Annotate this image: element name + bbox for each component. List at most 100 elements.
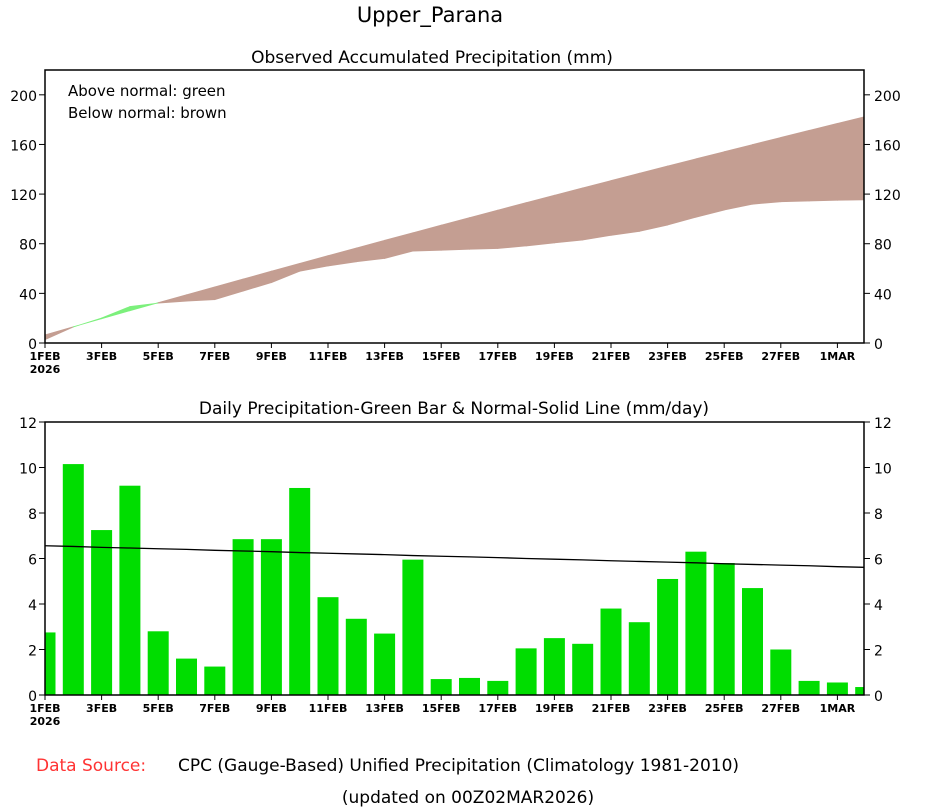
- below-normal-area: [299, 255, 329, 272]
- x-tick-label: 21FEB: [592, 702, 631, 715]
- x-tick-label: 17FEB: [478, 702, 517, 715]
- x-tick-label: 1FEB: [29, 350, 60, 363]
- y-tick-label-right: 200: [874, 89, 901, 105]
- below-normal-area: [638, 165, 668, 232]
- y-tick-label-right: 2: [874, 644, 883, 660]
- normal-line: [45, 545, 864, 568]
- x-tick-label: 21FEB: [592, 350, 631, 363]
- legend-above: Above normal: green: [68, 82, 226, 100]
- x-tick-label: 13FEB: [365, 702, 404, 715]
- above-normal-area: [129, 302, 159, 312]
- y-tick-label-right: 10: [874, 462, 892, 478]
- daily-precip-bar: [345, 618, 367, 695]
- below-normal-area: [186, 286, 216, 302]
- y-tick-label-left: 4: [28, 598, 37, 614]
- x-tick-label: 1MAR: [820, 702, 856, 715]
- x-tick-label: 19FEB: [535, 350, 574, 363]
- y-tick-label-right: 8: [874, 507, 883, 523]
- figure-title: Upper_Parana: [357, 3, 503, 28]
- x-tick-label: 5FEB: [143, 702, 174, 715]
- legend-below: Below normal: brown: [68, 104, 227, 122]
- x-tick-label: 9FEB: [256, 350, 287, 363]
- daily-precip-bar: [204, 666, 226, 695]
- below-normal-area: [469, 209, 499, 250]
- below-normal-area: [837, 116, 864, 201]
- y-tick-label-right: 120: [874, 188, 901, 204]
- below-normal-area: [440, 217, 470, 251]
- below-normal-area: [355, 239, 386, 263]
- y-tick-label-left: 12: [19, 416, 37, 432]
- x-year-label: 2026: [30, 363, 61, 376]
- x-tick-label: 7FEB: [199, 350, 230, 363]
- daily-precip-bar: [260, 539, 282, 695]
- daily-precip-bar: [317, 597, 339, 695]
- below-normal-area: [525, 194, 555, 247]
- below-normal-area: [610, 172, 640, 236]
- data-source-label: Data Source:: [36, 756, 146, 776]
- daily-precip-bar: [798, 680, 820, 695]
- y-tick-label-left: 10: [19, 462, 37, 478]
- x-tick-label: 25FEB: [705, 702, 744, 715]
- below-normal-area: [412, 224, 442, 252]
- x-tick-label: 1MAR: [820, 350, 856, 363]
- below-normal-area: [667, 158, 697, 226]
- x-year-label: 2026: [30, 715, 61, 728]
- y-tick-label-left: 8: [28, 507, 37, 523]
- x-tick-label: 27FEB: [761, 702, 800, 715]
- daily-precip-bar: [742, 588, 763, 695]
- below-normal-area: [723, 144, 753, 211]
- x-tick-label: 15FEB: [422, 350, 461, 363]
- y-tick-label-left: 160: [10, 138, 37, 154]
- daily-precip-bar: [713, 563, 735, 695]
- below-normal-area: [695, 151, 725, 218]
- below-normal-area: [270, 262, 301, 284]
- daily-precip-bar: [45, 632, 56, 695]
- below-normal-area: [384, 232, 414, 259]
- below-normal-area: [327, 247, 357, 267]
- x-tick-label: 3FEB: [86, 702, 117, 715]
- daily-chart: 0 0 2 2 4 4 6 6 8 8 10 10 12 12 1FEB 3FEB 5FEB 7FEB 9FEB 11…: [19, 416, 892, 728]
- daily-precip-bar: [430, 679, 452, 695]
- y-tick-label-right: 40: [874, 287, 892, 303]
- daily-precip-bar: [770, 649, 792, 695]
- x-tick-label: 1FEB: [29, 702, 60, 715]
- daily-precip-bar: [826, 682, 848, 695]
- plot-area: [45, 464, 864, 695]
- y-tick-label-right: 80: [874, 238, 892, 254]
- plot-frame: [44, 421, 865, 696]
- accumulated-chart: 0 0 40 40 80 80 120 120 160 160 200 200 1FEB 3FEB 5FEB…: [10, 69, 901, 376]
- below-normal-area: [808, 122, 838, 202]
- y-tick-label-left: 200: [10, 89, 37, 105]
- daily-precip-bar: [119, 485, 141, 695]
- x-tick-label: 17FEB: [478, 350, 517, 363]
- x-tick-label: 15FEB: [422, 702, 461, 715]
- daily-precip-bar: [572, 643, 594, 695]
- daily-precip-bar: [147, 631, 169, 695]
- y-tick-label-left: 120: [10, 188, 37, 204]
- below-normal-area: [582, 180, 612, 241]
- daily-precip-bar: [62, 464, 84, 695]
- daily-precip-bar: [91, 530, 113, 695]
- above-normal-area: [72, 317, 102, 328]
- updated-text: (updated on 00Z02MAR2026): [342, 788, 594, 808]
- below-normal-area: [157, 294, 187, 304]
- daily-precip-bar: [685, 551, 707, 695]
- below-normal-area: [214, 278, 244, 301]
- below-normal-area: [780, 129, 810, 203]
- x-tick-label: 25FEB: [705, 350, 744, 363]
- daily-precip-bar: [600, 608, 622, 695]
- daily-precip-bar: [402, 559, 424, 695]
- y-tick-label-right: 4: [874, 598, 883, 614]
- above-normal-area: [101, 305, 131, 320]
- below-normal-area: [45, 326, 74, 341]
- x-tick-label: 9FEB: [256, 702, 287, 715]
- x-tick-label: 7FEB: [199, 702, 230, 715]
- y-tick-label-left: 80: [19, 238, 37, 254]
- daily-precip-bar: [289, 487, 311, 695]
- y-tick-label-right: 0: [874, 337, 883, 353]
- y-tick-label-right: 6: [874, 553, 883, 569]
- y-tick-label-right: 160: [874, 138, 901, 154]
- x-tick-label: 27FEB: [761, 350, 800, 363]
- daily-precip-bar: [855, 687, 864, 695]
